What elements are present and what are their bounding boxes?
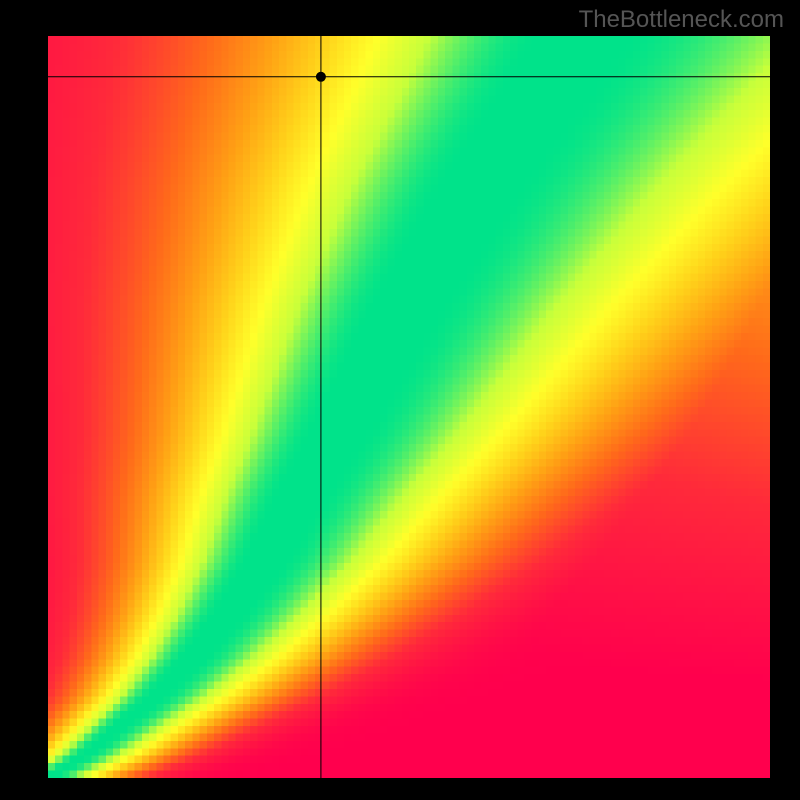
root: TheBottleneck.com	[0, 0, 800, 800]
watermark-text: TheBottleneck.com	[579, 6, 784, 34]
chart-frame	[0, 0, 800, 800]
heatmap-canvas	[48, 36, 770, 778]
